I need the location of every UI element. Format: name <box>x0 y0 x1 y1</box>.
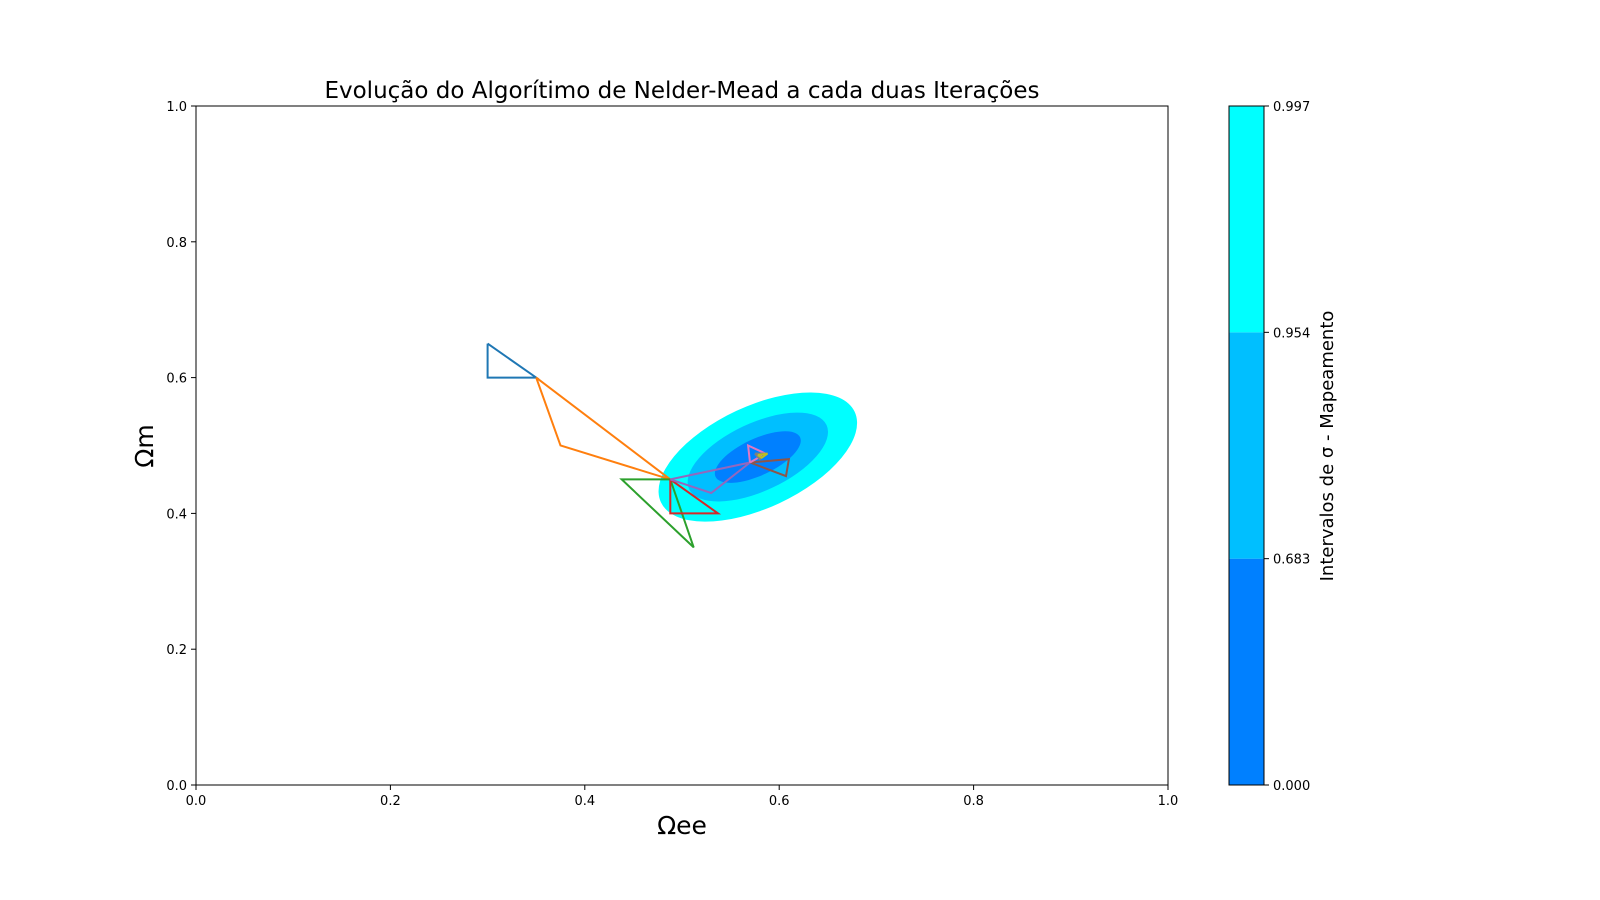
colorbar-band-1 <box>1229 558 1264 785</box>
colorbar-tick-label: 0.683 <box>1273 553 1310 568</box>
x-tick-label: 0.6 <box>769 794 790 809</box>
y-tick-label: 1.0 <box>166 100 187 115</box>
colorbar: 0.000 0.683 0.954 0.997 Intervalos de σ - M… <box>1228 100 1338 794</box>
y-tick-label: 0.6 <box>166 372 187 387</box>
simplex-series-9 <box>757 452 769 459</box>
colorbar-tick-label: 0.954 <box>1273 326 1310 341</box>
plot-area <box>195 105 1169 786</box>
colorbar-tick-label: 0.000 <box>1273 779 1310 794</box>
x-tick-label: 0.8 <box>963 794 984 809</box>
x-tick-label: 1.0 <box>1158 794 1179 809</box>
y-axis-label: Ωm <box>130 424 159 467</box>
plot-frame <box>195 105 1169 786</box>
simplex-series-6 <box>749 457 791 478</box>
y-tick-label: 0.8 <box>166 236 187 251</box>
colorbar-band-3 <box>1229 106 1264 333</box>
colorbar-band-2 <box>1229 332 1264 559</box>
x-tick-label: 0.0 <box>186 794 207 809</box>
y-tick-label: 0.0 <box>166 779 187 794</box>
x-tick-label: 0.4 <box>574 794 595 809</box>
y-tick-label: 0.4 <box>166 507 187 522</box>
simplex-series-5 <box>669 461 751 495</box>
colorbar-ticks: 0.000 0.683 0.954 0.997 <box>1264 100 1310 794</box>
y-tick-label: 0.2 <box>166 643 187 658</box>
colorbar-label: Intervalos de σ - Mapeamento <box>1317 311 1338 582</box>
chart-title: Evolução do Algorítimo de Nelder-Mead a … <box>324 78 1039 104</box>
x-tick-label: 0.2 <box>380 794 401 809</box>
simplex-series-4 <box>669 478 722 515</box>
colorbar-frame <box>1228 105 1265 786</box>
simplex-series-2 <box>535 376 671 481</box>
simplex-series <box>486 342 791 549</box>
colorbar-bands <box>1229 106 1264 785</box>
simplex-series-1 <box>486 342 540 379</box>
y-axis: 0.0 0.2 0.4 0.6 0.8 1.0 <box>166 100 196 794</box>
colorbar-tick-label: 0.997 <box>1273 100 1310 115</box>
x-axis: 0.0 0.2 0.4 0.6 0.8 1.0 <box>186 785 1179 809</box>
x-axis-label: Ωee <box>657 811 707 840</box>
